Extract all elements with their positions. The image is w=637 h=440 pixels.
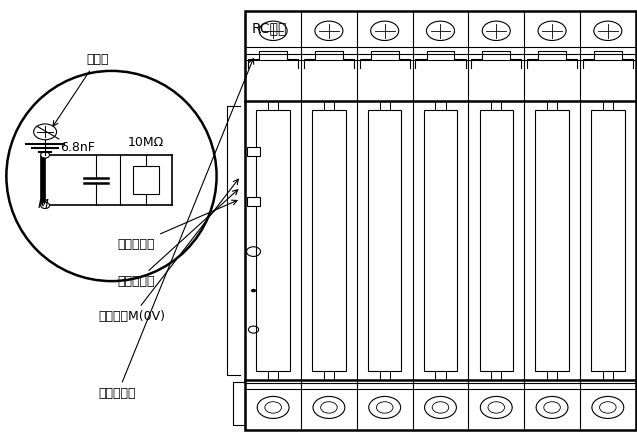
Bar (247, 197, 260, 206)
Bar (312, 110, 346, 371)
Text: M: M (38, 198, 48, 211)
Text: 金属连接器: 金属连接器 (118, 190, 238, 288)
Ellipse shape (6, 71, 217, 281)
Text: 跳接器: 跳接器 (53, 53, 108, 126)
Circle shape (34, 124, 57, 140)
Bar (535, 110, 569, 371)
Bar (245, 11, 636, 430)
Circle shape (251, 289, 256, 292)
Bar (480, 110, 513, 371)
Text: 大地连接端: 大地连接端 (99, 59, 254, 400)
Circle shape (41, 152, 50, 158)
Circle shape (41, 202, 50, 209)
Text: 10MΩ: 10MΩ (127, 136, 164, 150)
Bar (424, 110, 457, 371)
Bar (591, 110, 624, 371)
Bar (257, 110, 290, 371)
Bar (247, 147, 260, 156)
Bar (133, 166, 159, 194)
Bar (40, 155, 45, 205)
Text: 参考电位M(0V): 参考电位M(0V) (99, 179, 238, 323)
Text: RC网络: RC网络 (252, 22, 287, 36)
Text: 6.8nF: 6.8nF (61, 141, 96, 154)
Text: 框架连接端: 框架连接端 (118, 200, 237, 251)
Bar (368, 110, 401, 371)
